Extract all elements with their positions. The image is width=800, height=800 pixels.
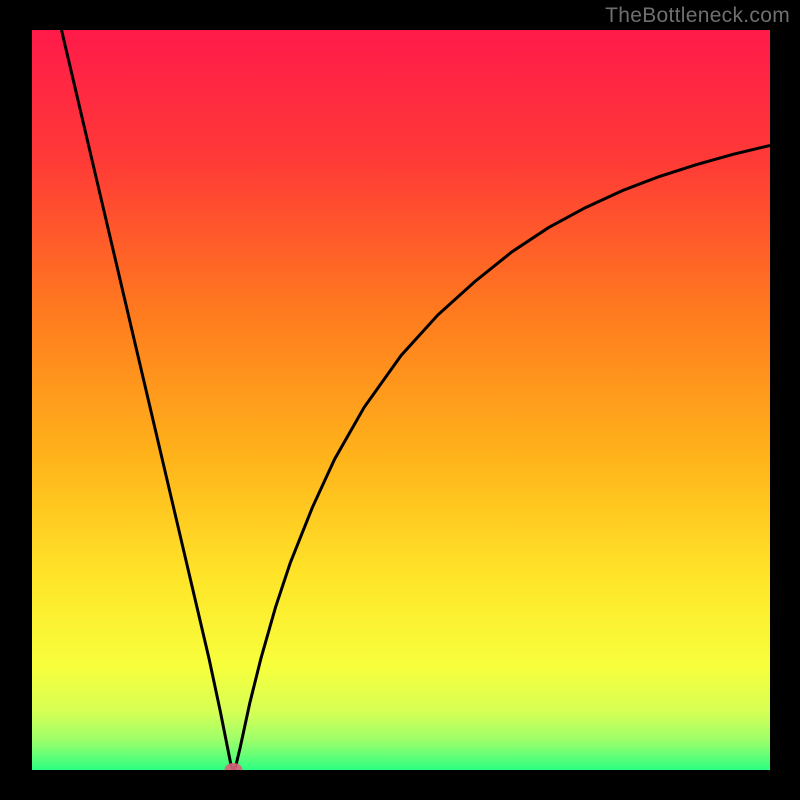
bottleneck-curve [62, 30, 770, 770]
min-marker [224, 763, 242, 770]
plot-area [32, 30, 770, 770]
chart-frame: TheBottleneck.com [0, 0, 800, 800]
watermark-text: TheBottleneck.com [605, 4, 790, 28]
curve-svg [32, 30, 770, 770]
